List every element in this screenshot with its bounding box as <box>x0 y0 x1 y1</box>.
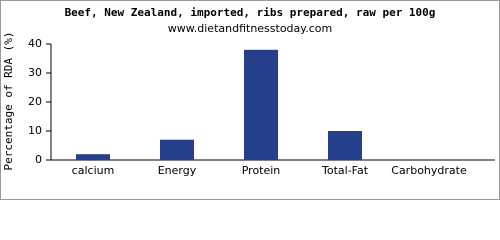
y-tick-label: 0 <box>35 153 42 166</box>
y-tick-label: 10 <box>28 124 42 137</box>
chart: Beef, New Zealand, imported, ribs prepar… <box>0 0 500 200</box>
x-tick-label: Total-Fat <box>321 164 369 177</box>
y-tick-label: 40 <box>28 37 42 50</box>
x-tick-label: calcium <box>72 164 115 177</box>
bar <box>160 139 194 160</box>
y-tick-label: 30 <box>28 66 42 79</box>
x-tick-label: Protein <box>242 164 281 177</box>
y-axis-label: Percentage of RDA (%) <box>2 31 15 170</box>
chart-title: Beef, New Zealand, imported, ribs prepar… <box>65 6 436 19</box>
bar <box>76 154 110 160</box>
chart-subtitle: www.dietandfitnesstoday.com <box>168 22 332 35</box>
x-tick-label: Carbohydrate <box>391 164 467 177</box>
x-tick-label: Energy <box>158 164 197 177</box>
bar <box>244 49 278 160</box>
bar <box>328 131 362 160</box>
y-tick-label: 20 <box>28 95 42 108</box>
